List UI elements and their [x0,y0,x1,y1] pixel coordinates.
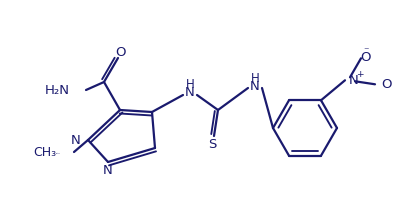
Text: N: N [349,74,359,87]
Text: methyl: methyl [55,152,61,154]
Text: S: S [208,138,216,150]
Text: N: N [71,134,81,146]
Text: O: O [360,51,371,64]
Text: N: N [250,79,260,92]
Text: O: O [116,46,126,58]
Text: H: H [251,72,259,84]
Text: CH₃: CH₃ [33,146,56,158]
Text: H: H [186,78,194,92]
Text: +: + [356,70,364,79]
Text: H₂N: H₂N [45,84,70,97]
Text: N: N [103,164,113,178]
Text: O: O [381,78,392,91]
Text: ⁻: ⁻ [363,46,369,56]
Text: N: N [185,86,195,99]
